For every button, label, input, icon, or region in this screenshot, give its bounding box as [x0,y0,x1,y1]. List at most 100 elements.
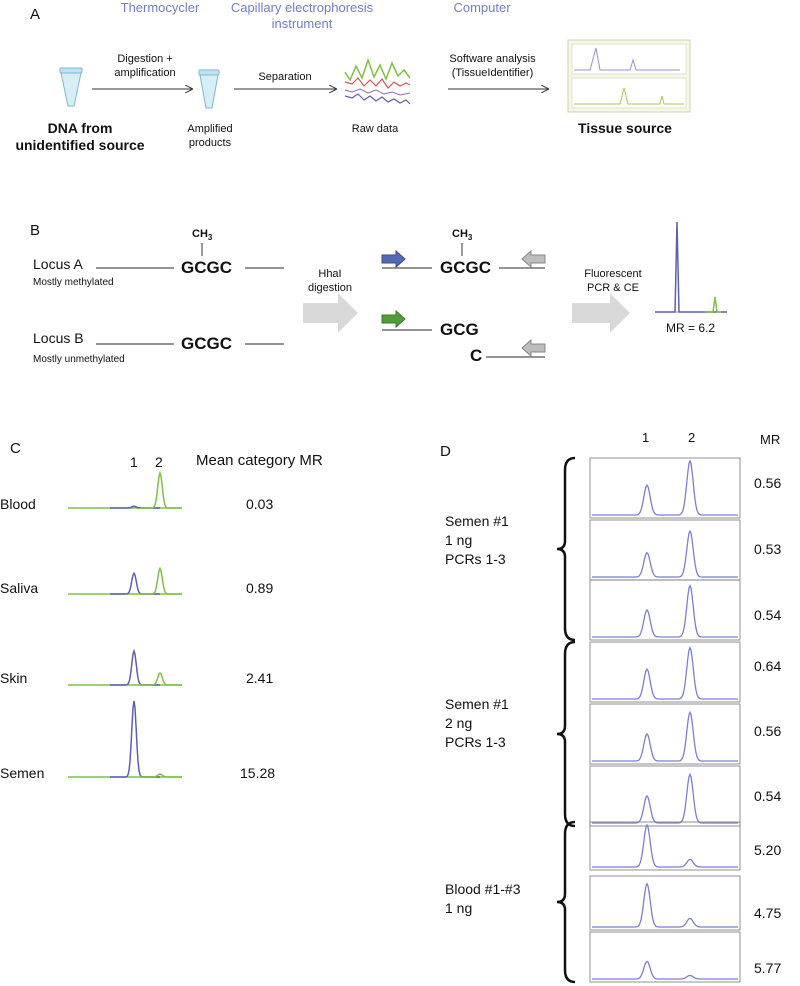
panel-b-mr-value: MR = 6.2 [666,321,716,335]
digest-line1: HhaI [318,268,342,280]
raw-data-thumbnail [344,57,411,105]
products-line1: Amplified [187,123,233,135]
panel-c-label-semen: Semen [0,765,45,781]
tissue-source-label: Tissue source [578,120,672,136]
amplified-products-label: Amplified products [170,122,250,150]
locus-b-label: Locus B [33,330,84,346]
panel-d-mr-1: 0.56 [754,475,782,491]
stage-computer: Computer [453,0,511,15]
locus-a-sub: Mostly methylated [33,277,114,288]
panel-d-peak2-label: 2 [688,430,696,445]
group3-line1: Blood #1-#3 [445,881,521,897]
methyl-sub: 3 [207,233,213,243]
panel-d-trace-7 [592,823,738,868]
raw-data-label: Raw data [351,123,399,135]
panel-d-peak1-label: 1 [642,430,650,445]
group2-line2: 2 ng [445,715,473,731]
panel-c-value-blood: 0.03 [246,496,274,512]
stage-ce-line1: Capillary electrophoresis [230,0,374,15]
methyl-ch: CH [192,228,208,240]
cut-fragment-left: GCG [440,320,479,339]
panel-d-brace-3 [556,820,576,984]
group1-line1: Semen #1 [445,513,509,529]
panel-c-peak1-label: 1 [130,454,138,470]
panel-c-value-semen: 15.28 [240,765,276,781]
fluorescent-pcr-label: Fluorescent PCR & CE [568,267,658,295]
hhai-digestion-label: HhaI digestion [300,267,360,295]
panel-d-group2-label: Semen #1 2 ng PCRs 1-3 [445,695,509,752]
panel-d-mr-5: 0.56 [754,723,782,739]
panel-c-value-skin: 2.41 [246,670,274,686]
methyl-group-b: CH3 [452,228,472,242]
panel-d-plot-frame-5 [589,703,741,765]
step-separation-label: Separation [258,71,312,83]
panel-c-blue-peak-saliva [110,571,160,595]
tube-icon-products [198,69,220,109]
primer-reverse-b-icon [521,338,546,358]
panel-d-mr-4: 0.64 [754,658,782,674]
pcr-line2: PCR & CE [587,282,639,294]
stage-ce-instrument: Capillary electrophoresis instrument [222,0,382,32]
software-output-thumbnail [567,39,691,113]
panel-c-peak2-label: 2 [155,454,163,470]
panel-d-trace-3 [592,583,738,638]
step3-line2: (TissueIdentifier) [451,67,534,79]
group2-line1: Semen #1 [445,696,509,712]
primer-forward-b-icon [381,309,406,329]
panel-d-header: MR [760,432,781,447]
step1-line1: Digestion + [117,53,173,65]
source-line1: DNA from [47,120,113,136]
dna-source-label: DNA from unidentified source [10,120,150,154]
panel-d-trace-8 [592,882,738,928]
group2-line3: PCRs 1-3 [445,734,506,750]
cut-fragment-right: C [470,346,483,365]
source-line2: unidentified source [15,137,145,153]
panel-d-mr-9: 5.77 [754,960,782,976]
panel-d-trace-9 [592,960,738,980]
step-digestion-label: Digestion + amplification [95,52,195,80]
group1-line2: 1 ng [445,532,473,548]
panel-d-letter: D [440,443,451,460]
panel-c-letter: C [10,440,21,457]
panel-c-green-peak-blood [140,470,182,509]
panel-d-plot-frame-1 [589,457,741,519]
digest-line2: digestion [307,282,353,294]
locus-b-site: GCGC [181,334,232,353]
locus-a-site: GCGC [181,258,232,277]
panel-d-mr-6: 0.54 [754,788,782,804]
panel-d-plot-frame-7 [589,821,741,871]
panel-d-trace-1 [592,459,738,516]
step1-line2: amplification [114,67,176,79]
panel-a-letter: A [30,6,41,23]
panel-d-trace-5 [592,710,738,762]
panel-d-trace-4 [592,645,738,700]
digested-locus-a-site: GCGC [440,258,491,277]
primer-reverse-a-icon [521,249,546,269]
panel-d-brace-2 [556,640,576,828]
digestion-arrow [303,293,358,333]
panel-d-trace-2 [592,529,738,578]
stage-thermocycler: Thermocycler [120,0,200,15]
pcr-line1: Fluorescent [584,268,642,280]
stage-ce-line2: instrument [271,16,333,31]
panel-c-blue-peak-skin [110,648,160,686]
panel-b-electropherogram [655,221,727,313]
panel-c-label-skin: Skin [0,670,28,686]
panel-d-plot-frame-8 [589,875,741,931]
panel-d-plot-frame-4 [589,641,741,703]
step3-line1: Software analysis [449,53,536,65]
panel-c-green-peak-skin [140,671,182,686]
tube-icon-source [59,67,83,107]
group3-line2: 1 ng [445,900,473,916]
methyl-sub-2: 3 [467,233,473,243]
panel-c-green-peak-semen [140,773,182,778]
locus-a-label: Locus A [33,256,83,272]
panel-d-group3-label: Blood #1-#3 1 ng [445,880,521,918]
locus-b-sub: Mostly unmethylated [33,354,125,365]
panel-d-mr-2: 0.53 [754,541,782,557]
panel-d-trace-6 [592,772,738,824]
products-line2: products [188,137,232,149]
panel-c-label-blood: Blood [0,496,36,512]
methyl-ch-2: CH [452,228,468,240]
